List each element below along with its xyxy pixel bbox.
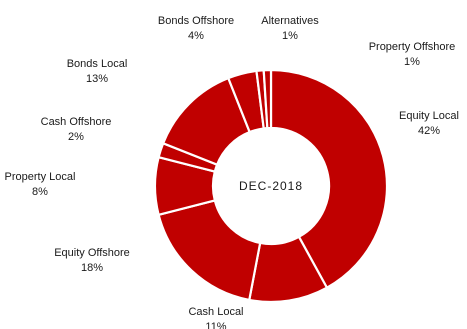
slice-percent-label: 11%: [205, 321, 226, 329]
slice-equity-offshore: [157, 199, 262, 302]
slice-name-label: Alternatives: [261, 15, 319, 27]
slice-name-label: Equity Local: [399, 110, 459, 122]
slice-name-label: Equity Offshore: [54, 247, 130, 259]
slice-percent-label: 1%: [282, 30, 298, 42]
slice-percent-label: 18%: [81, 262, 103, 274]
slice-labels: Equity Local 42% Cash Local 11% Equity Offsh…: [5, 15, 459, 329]
donut-slices: [153, 68, 389, 304]
slice-percent-label: 13%: [86, 73, 108, 85]
slice-equity-local: [269, 68, 389, 290]
slice-name-label: Property Offshore: [369, 41, 456, 53]
slice-name-label: Bonds Local: [67, 58, 128, 70]
slice-percent-label: 8%: [32, 186, 48, 198]
slice-percent-label: 2%: [68, 131, 84, 143]
slice-name-label: Cash Local: [188, 306, 243, 318]
slice-percent-label: 4%: [188, 30, 204, 42]
slice-percent-label: 1%: [404, 56, 420, 68]
center-label: DEC-2018: [239, 179, 303, 193]
slice-name-label: Cash Offshore: [41, 116, 112, 128]
slice-name-label: Property Local: [5, 171, 76, 183]
slice-percent-label: 42%: [418, 125, 440, 137]
slice-name-label: Bonds Offshore: [158, 15, 234, 27]
slice-property-offshore: [262, 68, 273, 130]
